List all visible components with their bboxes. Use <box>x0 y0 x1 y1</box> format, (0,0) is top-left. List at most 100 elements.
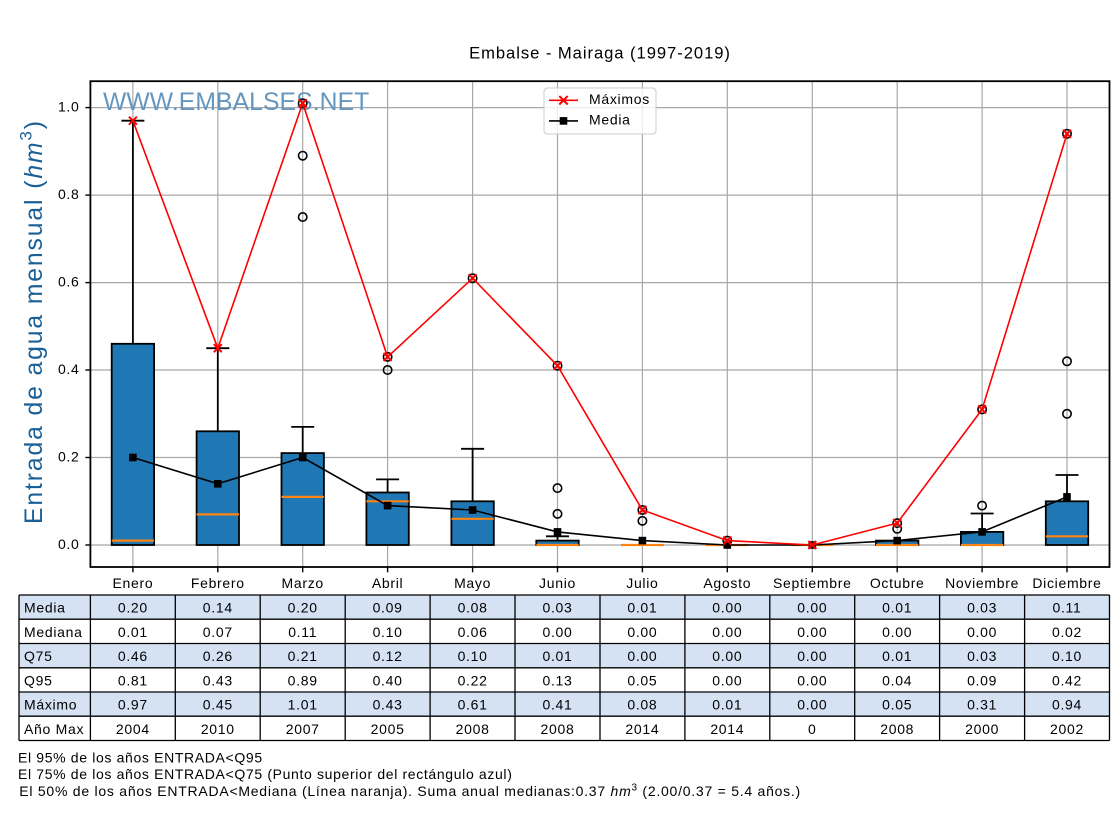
svg-text:0: 0 <box>808 721 817 737</box>
svg-text:0.10: 0.10 <box>458 648 488 664</box>
svg-text:0.21: 0.21 <box>288 648 318 664</box>
svg-text:0.04: 0.04 <box>882 672 912 688</box>
svg-text:2008: 2008 <box>880 721 914 737</box>
svg-text:0.00: 0.00 <box>882 624 912 640</box>
svg-text:0.01: 0.01 <box>627 600 657 616</box>
svg-text:Máximos: Máximos <box>589 91 650 107</box>
svg-text:Septiembre: Septiembre <box>773 575 852 591</box>
svg-text:Abril: Abril <box>372 575 404 591</box>
svg-text:0.31: 0.31 <box>967 697 997 713</box>
svg-text:0.11: 0.11 <box>288 624 317 640</box>
svg-text:0.12: 0.12 <box>373 648 403 664</box>
svg-text:El 75% de los años ENTRADA<Q75: El 75% de los años ENTRADA<Q75 (Punto su… <box>18 766 513 782</box>
svg-text:0.02: 0.02 <box>1052 624 1082 640</box>
svg-text:0.00: 0.00 <box>542 624 572 640</box>
svg-text:0.00: 0.00 <box>797 672 827 688</box>
svg-text:0.08: 0.08 <box>458 600 488 616</box>
svg-text:Máximo: Máximo <box>24 697 77 713</box>
svg-text:Q95: Q95 <box>24 672 53 688</box>
svg-text:2014: 2014 <box>710 721 744 737</box>
svg-text:0.09: 0.09 <box>373 600 403 616</box>
svg-text:0.01: 0.01 <box>882 600 912 616</box>
svg-text:0.00: 0.00 <box>797 624 827 640</box>
svg-text:El 50% de los años ENTRADA<Med: El 50% de los años ENTRADA<Mediana (Líne… <box>19 783 801 800</box>
svg-text:0.10: 0.10 <box>1052 648 1082 664</box>
svg-text:0.81: 0.81 <box>118 672 148 688</box>
svg-text:2002: 2002 <box>1050 721 1084 737</box>
svg-text:0.43: 0.43 <box>203 672 233 688</box>
svg-text:Enero: Enero <box>112 575 153 591</box>
svg-text:Media: Media <box>24 600 66 616</box>
svg-text:0.01: 0.01 <box>882 648 912 664</box>
svg-text:Octubre: Octubre <box>870 575 925 591</box>
svg-text:0.14: 0.14 <box>203 600 233 616</box>
svg-text:0.26: 0.26 <box>203 648 233 664</box>
svg-text:0.00: 0.00 <box>967 624 997 640</box>
svg-text:0.11: 0.11 <box>1052 600 1081 616</box>
svg-text:Diciembre: Diciembre <box>1032 575 1101 591</box>
svg-text:Mediana: Mediana <box>24 624 83 640</box>
svg-text:0.6: 0.6 <box>58 273 80 289</box>
svg-text:Julio: Julio <box>626 575 658 591</box>
svg-text:El 95% de los años ENTRADA<Q95: El 95% de los años ENTRADA<Q95 <box>18 750 263 766</box>
svg-text:0.41: 0.41 <box>542 697 572 713</box>
svg-text:0.00: 0.00 <box>797 600 827 616</box>
svg-text:0.08: 0.08 <box>627 697 657 713</box>
svg-text:0.4: 0.4 <box>58 361 80 377</box>
svg-text:0.01: 0.01 <box>542 648 572 664</box>
svg-text:0.01: 0.01 <box>712 697 742 713</box>
svg-text:Entrada de agua mensual (hm3): Entrada de agua mensual (hm3) <box>17 119 49 524</box>
svg-text:0.03: 0.03 <box>967 648 997 664</box>
svg-text:0.00: 0.00 <box>712 672 742 688</box>
svg-text:0.05: 0.05 <box>882 697 912 713</box>
svg-text:0.97: 0.97 <box>118 697 148 713</box>
svg-text:0.61: 0.61 <box>458 697 488 713</box>
svg-text:1.01: 1.01 <box>288 697 318 713</box>
svg-text:0.13: 0.13 <box>542 672 572 688</box>
svg-text:2004: 2004 <box>116 721 150 737</box>
svg-text:0.03: 0.03 <box>967 600 997 616</box>
svg-text:0.22: 0.22 <box>458 672 488 688</box>
svg-text:0.09: 0.09 <box>967 672 997 688</box>
svg-text:2008: 2008 <box>541 721 575 737</box>
svg-text:0.46: 0.46 <box>118 648 148 664</box>
svg-text:Agosto: Agosto <box>703 575 751 591</box>
svg-text:0.89: 0.89 <box>288 672 318 688</box>
svg-text:0.00: 0.00 <box>712 648 742 664</box>
svg-text:2010: 2010 <box>201 721 235 737</box>
svg-text:Noviembre: Noviembre <box>945 575 1019 591</box>
svg-text:0.03: 0.03 <box>542 600 572 616</box>
svg-text:0.06: 0.06 <box>458 624 488 640</box>
svg-text:Febrero: Febrero <box>191 575 245 591</box>
svg-text:2014: 2014 <box>625 721 659 737</box>
svg-text:Q75: Q75 <box>24 648 53 664</box>
svg-text:0.45: 0.45 <box>203 697 233 713</box>
svg-text:2005: 2005 <box>371 721 405 737</box>
svg-text:1.0: 1.0 <box>58 98 80 114</box>
svg-text:0.0: 0.0 <box>58 536 80 552</box>
svg-text:0.07: 0.07 <box>203 624 233 640</box>
svg-text:0.00: 0.00 <box>627 648 657 664</box>
svg-text:2008: 2008 <box>456 721 490 737</box>
svg-text:0.10: 0.10 <box>373 624 403 640</box>
svg-text:0.01: 0.01 <box>118 624 148 640</box>
svg-text:Mayo: Mayo <box>454 575 491 591</box>
svg-text:0.00: 0.00 <box>627 624 657 640</box>
svg-text:Junio: Junio <box>539 575 576 591</box>
svg-text:Media: Media <box>589 112 631 128</box>
svg-text:Embalse - Mairaga (1997-2019): Embalse - Mairaga (1997-2019) <box>469 43 731 62</box>
svg-text:0.8: 0.8 <box>58 186 80 202</box>
svg-text:2000: 2000 <box>965 721 999 737</box>
svg-text:WWW.EMBALSES.NET: WWW.EMBALSES.NET <box>103 89 369 116</box>
svg-text:0.2: 0.2 <box>58 448 80 464</box>
svg-text:Año Max: Año Max <box>24 721 84 737</box>
svg-text:0.05: 0.05 <box>627 672 657 688</box>
svg-text:0.00: 0.00 <box>712 624 742 640</box>
svg-text:2007: 2007 <box>286 721 320 737</box>
svg-text:0.94: 0.94 <box>1052 697 1082 713</box>
svg-text:Marzo: Marzo <box>281 575 323 591</box>
svg-text:0.20: 0.20 <box>118 600 148 616</box>
svg-text:0.20: 0.20 <box>288 600 318 616</box>
svg-text:0.40: 0.40 <box>373 672 403 688</box>
svg-text:0.42: 0.42 <box>1052 672 1082 688</box>
